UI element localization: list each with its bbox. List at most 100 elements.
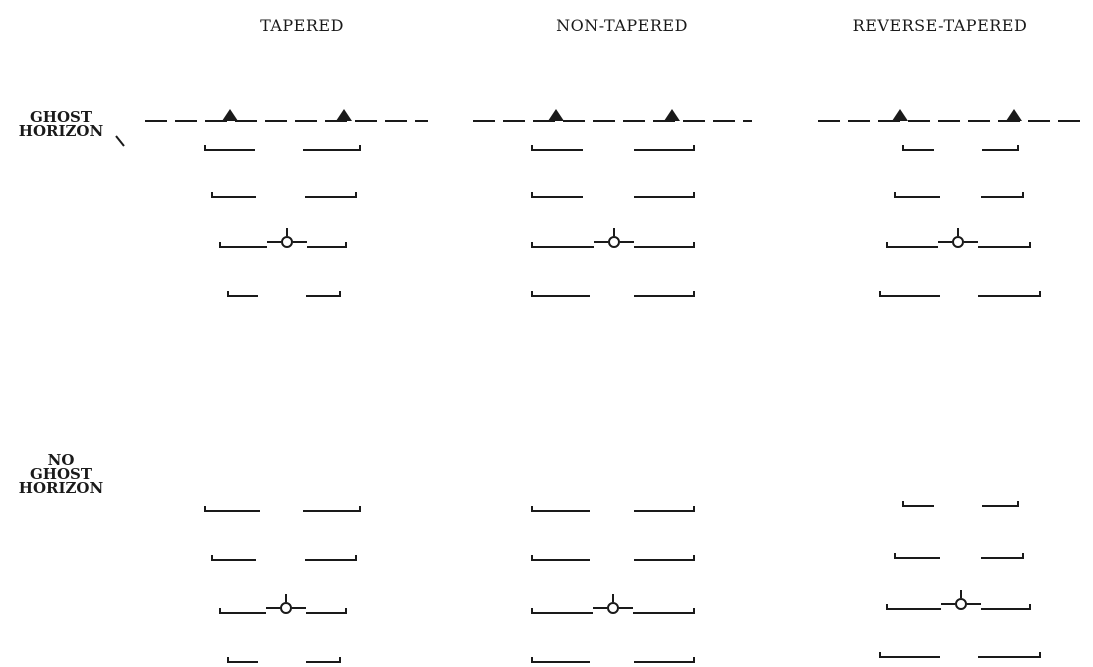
aircraft-center-circle [952, 236, 964, 248]
row-title-line: HORIZON [18, 479, 104, 497]
pitch-ladder-rung [531, 291, 695, 297]
horizon-peak-icon [222, 109, 238, 121]
column-title-tapered: TAPERED [260, 16, 344, 35]
panel-non-tapered-no-ghost [531, 506, 695, 663]
pitch-ladder-right-segment [303, 145, 361, 151]
pitch-ladder-right-segment [982, 501, 1019, 507]
pitch-ladder-right-segment [303, 506, 361, 512]
pitch-ladder-right-segment [306, 608, 347, 614]
aircraft-reference-symbol-icon [266, 594, 306, 614]
label-pointer-mark [115, 135, 125, 147]
pitch-ladder-left-segment [204, 145, 255, 151]
pitch-ladder-right-segment [634, 192, 695, 198]
pitch-ladder-right-segment [634, 657, 695, 663]
pitch-ladder-rung [879, 652, 1041, 658]
aircraft-center-circle [608, 236, 620, 248]
pitch-ladder-left-segment [886, 604, 941, 610]
aircraft-center-circle [280, 602, 292, 614]
pitch-ladder-right-segment [306, 291, 341, 297]
pitch-ladder-right-segment [981, 604, 1031, 610]
pitch-ladder-right-segment [978, 291, 1041, 297]
pitch-ladder-left-segment [531, 657, 590, 663]
pitch-ladder-rung [227, 291, 341, 297]
pitch-ladder-left-segment [902, 501, 934, 507]
row-title-line: GHOST [29, 465, 93, 483]
pitch-ladder-left-segment [531, 555, 590, 561]
pitch-ladder-rung [886, 590, 1031, 610]
pitch-ladder-left-segment [879, 652, 940, 658]
pitch-ladder-rung [894, 553, 1024, 559]
row-title-ghost-horizon: GHOST HORIZON [6, 108, 116, 140]
pitch-ladder-right-segment [633, 608, 695, 614]
pitch-ladder-left-segment [211, 555, 256, 561]
pitch-ladder-rung [531, 506, 695, 512]
pitch-ladder-right-segment [306, 657, 341, 663]
pitch-ladder-rung [902, 501, 1019, 507]
aircraft-reference-symbol-icon [593, 594, 633, 614]
pitch-ladder-rung [886, 228, 1031, 248]
pitch-ladder-right-segment [634, 291, 695, 297]
pitch-ladder-rung [531, 555, 695, 561]
pitch-ladder-left-segment [531, 145, 583, 151]
pitch-ladder-left-segment [894, 192, 940, 198]
row-title-line: HORIZON [18, 122, 104, 140]
panel-tapered-no-ghost [204, 506, 361, 663]
column-title-reverse-tapered: REVERSE-TAPERED [852, 16, 1028, 35]
pitch-ladder-rung [902, 145, 1019, 151]
pitch-ladder-right-segment [634, 555, 695, 561]
horizon-peak-icon [892, 109, 908, 121]
pitch-ladder-left-segment [219, 242, 267, 248]
pitch-ladder-rung [211, 555, 357, 561]
pitch-ladder-left-segment [227, 657, 258, 663]
ghost-horizon-line [473, 109, 752, 122]
pitch-ladder-right-segment [978, 242, 1031, 248]
pitch-ladder-right-segment [634, 506, 695, 512]
ghost-horizon-line [818, 109, 1088, 122]
panel-non-tapered-ghost [473, 109, 752, 297]
pitch-ladder-rung [531, 228, 695, 248]
pitch-ladder-right-segment [978, 652, 1041, 658]
pitch-ladder-right-segment [634, 242, 695, 248]
pitch-ladder-rung [894, 192, 1024, 198]
pitch-ladder-rung [531, 657, 695, 663]
pitch-ladder-left-segment [227, 291, 258, 297]
aircraft-reference-symbol-icon [941, 590, 981, 610]
pitch-ladder-rung [204, 145, 361, 151]
aircraft-center-circle [607, 602, 619, 614]
aircraft-reference-symbol-icon [594, 228, 634, 248]
pitch-ladder-rung [531, 594, 695, 614]
pitch-ladder-rung [204, 506, 361, 512]
pitch-ladder-rung [879, 291, 1041, 297]
pitch-ladder-left-segment [902, 145, 934, 151]
row-title-line: NO [47, 451, 75, 469]
pitch-ladder-right-segment [305, 555, 357, 561]
pitch-ladder-left-segment [886, 242, 938, 248]
pitch-ladder-right-segment [634, 145, 695, 151]
pitch-ladder-rung [227, 657, 341, 663]
horizon-peak-icon [336, 109, 352, 121]
horizon-peak-icon [548, 109, 564, 121]
row-title-line: GHOST [29, 108, 93, 126]
column-title-non-tapered: NON-TAPERED [556, 16, 688, 35]
aircraft-reference-symbol-icon [938, 228, 978, 248]
aircraft-center-circle [955, 598, 967, 610]
pitch-ladder-right-segment [982, 145, 1019, 151]
pitch-ladder-left-segment [894, 553, 940, 559]
pitch-ladder-right-segment [981, 192, 1024, 198]
horizon-peak-icon [664, 109, 680, 121]
pitch-ladder-left-segment [211, 192, 256, 198]
pitch-ladder-rung [531, 145, 695, 151]
pitch-ladder-left-segment [531, 608, 593, 614]
pitch-ladder-left-segment [204, 506, 260, 512]
panel-tapered-ghost [145, 109, 428, 297]
pitch-ladder-left-segment [879, 291, 940, 297]
aircraft-reference-symbol-icon [267, 228, 307, 248]
row-title-no-ghost-horizon: NO GHOST HORIZON [6, 451, 116, 497]
pitch-ladder-rung [219, 594, 347, 614]
panel-reverse-tapered-no-ghost [879, 501, 1041, 658]
pitch-ladder-right-segment [307, 242, 347, 248]
pitch-ladder-left-segment [531, 506, 590, 512]
pitch-ladder-right-segment [305, 192, 357, 198]
pitch-ladder-left-segment [531, 242, 594, 248]
